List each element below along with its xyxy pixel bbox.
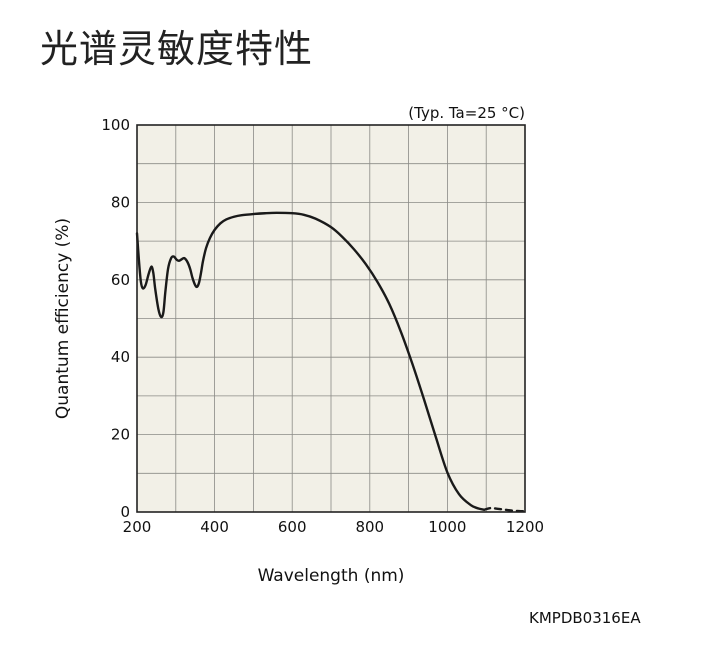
y-tick-label: 60 [111,271,130,289]
y-tick-label: 40 [111,348,130,366]
series-line-dashed [483,506,527,513]
plot-frame [136,124,526,513]
y-tick-label: 0 [120,503,130,521]
x-tick-label: 800 [355,518,384,536]
y-tick-label: 80 [111,193,130,211]
x-tick-label: 600 [278,518,307,536]
y-tick-label: 20 [111,426,130,444]
figure-code: KMPDB0316EA [529,609,641,627]
y-tick-label: 100 [101,116,130,134]
y-axis-label: Quantum efficiency (%) [53,218,73,419]
x-tick-label: 1200 [506,518,544,536]
x-tick-label: 200 [123,518,152,536]
x-tick-label: 400 [200,518,229,536]
y-tick-labels: 0 20 40 60 80 100 [101,116,130,521]
x-tick-labels: 200 400 600 800 1000 1200 [123,518,544,536]
page-title: 光谱灵敏度特性 [40,27,314,71]
series-line [135,211,486,511]
x-tick-label: 1000 [428,518,466,536]
series-lines [135,211,527,513]
x-axis-label: Wavelength (nm) [258,566,405,586]
grid-lines [137,125,525,512]
measurement-condition: (Typ. Ta=25 °C) [408,104,525,122]
